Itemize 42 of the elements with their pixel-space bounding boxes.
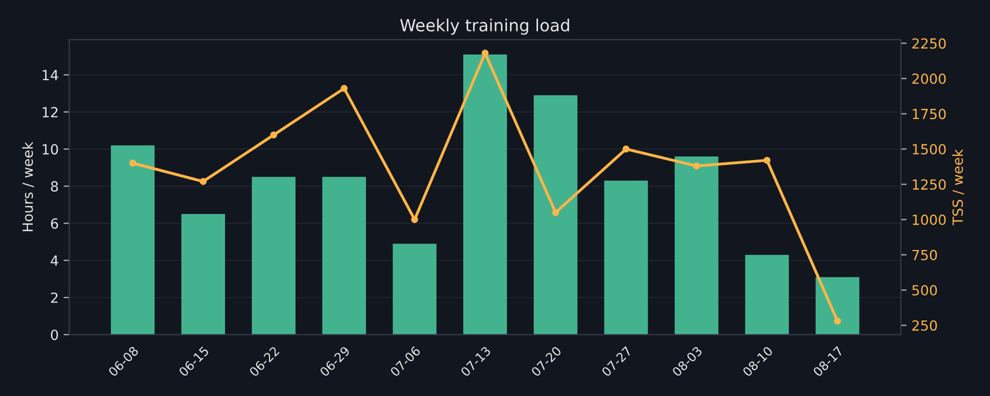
y2-tick-label: 1750	[912, 108, 946, 120]
y2-tick-label: 2000	[912, 73, 946, 84]
point	[482, 50, 489, 57]
bar	[181, 214, 226, 335]
y2-tick-label: 500	[912, 285, 937, 296]
point	[340, 84, 348, 92]
bar	[463, 54, 507, 335]
bar	[604, 180, 648, 335]
y-tick-label: 12	[42, 106, 58, 118]
point	[270, 131, 278, 138]
bar	[745, 254, 789, 335]
y2-tick-label: 750	[912, 250, 937, 260]
point	[622, 146, 630, 153]
y2-tick-label: 1000	[912, 214, 946, 226]
bar	[816, 277, 860, 335]
point	[693, 162, 700, 170]
y-tick-label: 6	[51, 218, 58, 229]
point	[764, 156, 770, 164]
y-axis-title: Hours / week	[22, 142, 34, 232]
bar	[674, 156, 718, 335]
y-tick-label: 8	[50, 181, 58, 192]
point	[200, 178, 207, 185]
y2-tick-label: 1500	[912, 144, 946, 155]
y-tick-label: 2	[51, 292, 58, 303]
chart-title: Weekly training load	[400, 18, 570, 35]
y-tick-label: 0	[50, 330, 58, 340]
bar	[534, 95, 578, 335]
y2-tick-label: 250	[912, 320, 937, 331]
point	[834, 318, 841, 325]
point	[411, 216, 418, 224]
y2-tick-label: 1250	[912, 179, 946, 190]
y2-tick-label: 2250	[912, 38, 946, 49]
y-tick-label: 14	[42, 70, 58, 80]
bar	[322, 176, 366, 335]
y-tick-label: 4	[50, 256, 58, 266]
point	[129, 160, 136, 167]
y2-axis-title: TSS / week	[952, 149, 964, 226]
bar	[392, 244, 436, 335]
point	[552, 209, 560, 216]
y-tick-label: 10	[42, 144, 58, 155]
bar	[252, 176, 296, 335]
bar	[110, 145, 155, 335]
